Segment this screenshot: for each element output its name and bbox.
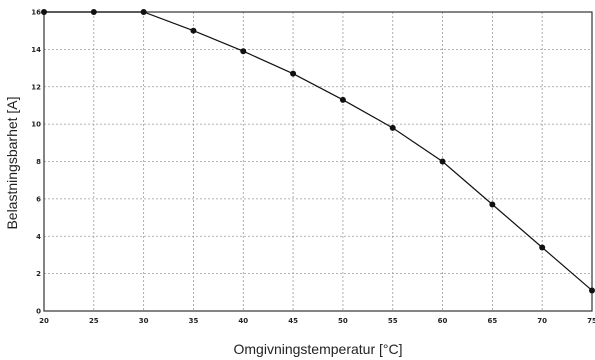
data-point	[240, 48, 247, 55]
y-tick-label: 16	[31, 9, 41, 17]
series-line	[44, 11, 593, 291]
series	[41, 9, 595, 294]
x-tick-label: 60	[438, 317, 448, 325]
y-tick-label: 2	[36, 270, 41, 278]
data-point	[389, 124, 396, 131]
data-point	[539, 244, 546, 251]
y-tick-label: 0	[36, 308, 41, 316]
y-tick-label: 14	[31, 46, 41, 54]
x-tick-label: 35	[189, 317, 199, 325]
data-point	[90, 9, 97, 15]
grid	[43, 11, 593, 312]
x-tick-label: 45	[288, 317, 298, 325]
x-tick-label: 25	[89, 317, 99, 325]
data-point	[339, 96, 346, 103]
y-tick-label: 12	[31, 83, 41, 91]
x-tick-label: 75	[587, 317, 595, 325]
data-point	[489, 201, 496, 208]
data-point	[41, 9, 47, 15]
data-point	[290, 70, 297, 77]
data-point	[589, 287, 595, 294]
data-point	[439, 158, 446, 165]
data-point	[190, 27, 197, 34]
x-tick-label: 70	[537, 317, 547, 325]
y-tick-label: 4	[36, 233, 41, 241]
x-tick-label: 30	[139, 317, 149, 325]
y-tick-labels: 0 2 4 6 8 10 12 14 16	[31, 9, 41, 316]
data-point	[140, 9, 147, 15]
y-tick-label: 10	[31, 121, 41, 129]
x-tick-label: 50	[338, 317, 348, 325]
x-tick-label: 40	[238, 317, 248, 325]
plot-frame	[43, 11, 593, 312]
x-tick-label: 65	[487, 317, 497, 325]
y-tick-label: 8	[36, 158, 41, 166]
y-axis-label: Belastningsbarhet [A]	[4, 96, 20, 229]
x-tick-label: 20	[39, 317, 49, 325]
x-tick-labels: 20 25 30 35 40 45 50 55 60 65 70 75	[39, 317, 595, 325]
x-tick-label: 55	[388, 317, 398, 325]
y-tick-label: 6	[36, 195, 41, 203]
x-axis-label: Omgivningstemperatur [°C]	[234, 341, 403, 357]
